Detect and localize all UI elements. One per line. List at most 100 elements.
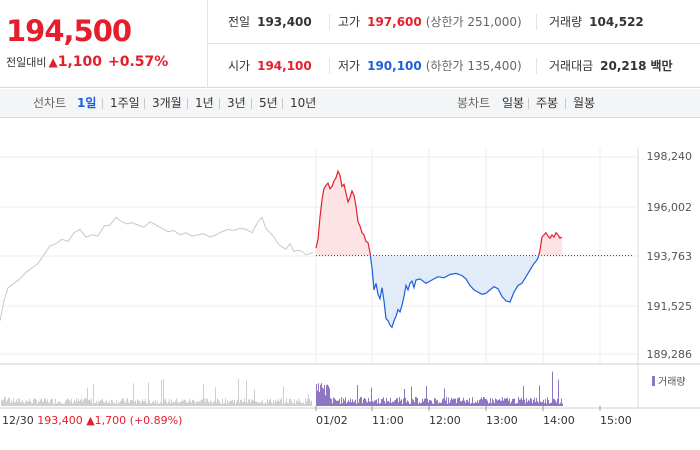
prev-volume-bar: [76, 398, 77, 406]
tab-monthly-candle[interactable]: 월봉: [573, 96, 596, 110]
prev-volume-bar: [188, 401, 189, 406]
prev-volume-bar: [112, 400, 113, 406]
today-volume-bar: [320, 384, 321, 406]
prev-close-label: 전일: [228, 15, 251, 29]
prev-volume-bar: [66, 399, 67, 406]
prev-volume-bar: [52, 399, 53, 406]
prev-day-close: 193,400: [37, 414, 83, 427]
prev-volume-bar: [226, 403, 227, 406]
prev-volume-bar: [266, 403, 267, 406]
prev-volume-bar: [31, 402, 32, 406]
today-volume-bar: [436, 400, 437, 406]
tab-3y[interactable]: 3년: [227, 96, 246, 110]
prev-volume-bar: [276, 401, 277, 406]
prev-volume-bar: [277, 400, 278, 406]
prev-volume-bar: [120, 401, 121, 406]
prev-volume-bar: [130, 400, 131, 406]
tab-daily-candle[interactable]: 일봉: [502, 96, 525, 110]
today-volume-bar: [483, 397, 484, 406]
prev-volume-bar: [24, 403, 25, 406]
prev-volume-bar: [89, 399, 90, 406]
prev-volume-bar: [3, 399, 4, 406]
prev-volume-bar: [289, 398, 290, 406]
today-volume-bar: [328, 385, 329, 406]
prev-volume-bar: [267, 398, 268, 406]
trade-value-cell: 거래대금 20,218 백만: [536, 58, 673, 74]
prev-volume-bar: [132, 400, 133, 406]
x-tick-label: 01/02: [316, 414, 348, 427]
tab-1y[interactable]: 1년: [195, 96, 214, 110]
tab-3m[interactable]: 3개월: [152, 96, 182, 110]
prev-volume-bar: [129, 403, 130, 406]
prev-volume-bar: [288, 403, 289, 406]
today-volume-bar: [450, 400, 451, 406]
prev-volume-bar: [160, 402, 161, 406]
today-volume-bar: [334, 398, 335, 406]
today-volume-bar: [339, 398, 340, 406]
volume-cell: 거래량 104,522: [536, 14, 644, 30]
today-volume-bar: [544, 403, 545, 406]
today-volume-bar: [371, 387, 372, 406]
prev-volume-bar: [44, 398, 45, 406]
today-volume-bar: [372, 401, 373, 406]
today-volume-bar: [556, 402, 557, 406]
today-volume-bar: [404, 388, 405, 406]
tab-1d[interactable]: 1일: [77, 96, 97, 110]
today-volume-bar: [460, 401, 461, 406]
prev-volume-bar: [4, 396, 5, 406]
prev-volume-bar: [9, 397, 10, 406]
high-value: 197,600: [367, 15, 422, 29]
today-volume-bar: [407, 400, 408, 406]
today-volume-bar: [413, 400, 414, 406]
today-volume-bar: [349, 402, 350, 406]
prev-volume-bar: [142, 399, 143, 406]
prev-volume-bar: [249, 399, 250, 406]
prev-volume-bar: [263, 403, 264, 406]
today-volume-bar: [374, 400, 375, 406]
tab-weekly-candle[interactable]: 주봉: [536, 96, 559, 110]
today-volume-bar: [514, 398, 515, 406]
prev-volume-bar: [69, 400, 70, 406]
today-volume-bar: [542, 401, 543, 406]
today-volume-bar: [397, 398, 398, 406]
prev-volume-bar: [46, 401, 47, 406]
prev-volume-bar: [84, 398, 85, 406]
prev-volume-bar: [23, 402, 24, 406]
tab-divider: [144, 98, 145, 109]
tab-1w[interactable]: 1주일: [110, 96, 140, 110]
prev-volume-bar: [18, 398, 19, 406]
today-volume-bar: [316, 383, 317, 406]
prev-volume-bar: [173, 402, 174, 406]
prev-volume-bar: [111, 399, 112, 406]
prev-volume-bar: [134, 401, 135, 406]
prev-volume-bar: [28, 401, 29, 406]
today-volume-bar: [525, 403, 526, 406]
today-volume-bar: [453, 398, 454, 406]
today-volume-bar: [399, 397, 400, 406]
tab-5y[interactable]: 5년: [259, 96, 278, 110]
today-volume-bar: [387, 401, 388, 406]
today-volume-bar: [504, 398, 505, 406]
prev-volume-bar: [88, 400, 89, 406]
change-amount: 1,100: [57, 54, 103, 70]
prev-volume-bar: [278, 398, 279, 406]
x-tick-label: 13:00: [486, 414, 518, 427]
prev-volume-bar: [163, 379, 164, 406]
prev-volume-bar: [152, 402, 153, 406]
today-volume-bar: [384, 400, 385, 406]
prev-volume-bar: [65, 401, 66, 406]
prev-volume-bar: [194, 401, 195, 406]
today-volume-bar: [332, 403, 333, 406]
tab-10y[interactable]: 10년: [290, 96, 317, 110]
candle-chart-label: 봉차트: [457, 96, 491, 110]
today-volume-bar: [345, 397, 346, 406]
prev-volume-bar: [259, 403, 260, 406]
prev-volume-bar: [287, 402, 288, 406]
tab-divider: [187, 98, 188, 109]
today-volume-bar: [476, 402, 477, 406]
today-volume-bar: [505, 398, 506, 406]
prev-volume-bar: [273, 400, 274, 406]
prev-volume-bar: [215, 387, 216, 406]
prev-volume-bar: [255, 401, 256, 406]
prev-volume-bar: [219, 401, 220, 406]
